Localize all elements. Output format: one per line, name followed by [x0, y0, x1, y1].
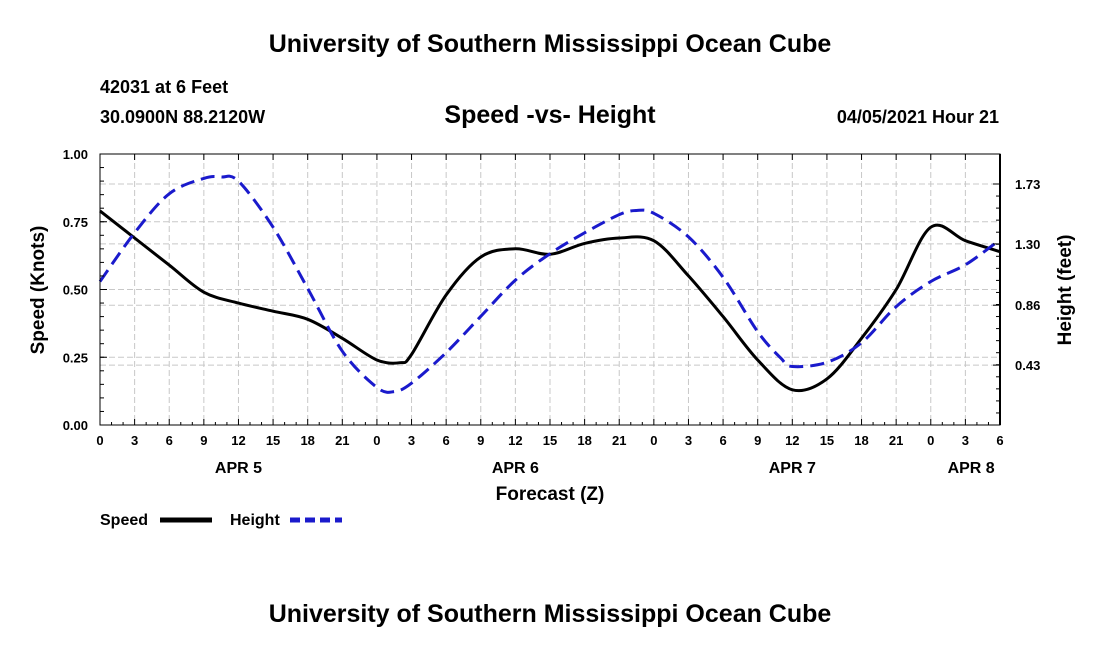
x-tick-label: 6: [166, 433, 173, 448]
x-tick-label: 9: [477, 433, 484, 448]
date-label: APR 8: [948, 460, 995, 477]
x-tick-label: 21: [335, 433, 349, 448]
y-tick-label: 0.75: [63, 215, 88, 230]
x-tick-label: 6: [443, 433, 450, 448]
x-axis-title: Forecast (Z): [496, 484, 605, 505]
x-tick-label: 3: [408, 433, 415, 448]
y2-tick-label: 1.30: [1015, 237, 1040, 252]
x-tick-label: 15: [820, 433, 834, 448]
x-tick-label: 3: [131, 433, 138, 448]
date-label: APR 7: [769, 460, 816, 477]
x-tick-label: 15: [266, 433, 280, 448]
x-tick-label: 0: [96, 433, 103, 448]
x-tick-label: 0: [927, 433, 934, 448]
x-tick-label: 21: [889, 433, 903, 448]
x-tick-label: 12: [231, 433, 245, 448]
y2-axis-title: Height (feet): [1055, 235, 1076, 346]
x-tick-label: 6: [996, 433, 1003, 448]
chart-title: Speed -vs- Height: [444, 101, 656, 129]
y-tick-label: 0.50: [63, 283, 88, 298]
x-tick-label: 9: [200, 433, 207, 448]
x-tick-label: 21: [612, 433, 626, 448]
x-tick-label: 0: [650, 433, 657, 448]
y2-tick-label: 0.43: [1015, 358, 1040, 373]
grid: [100, 154, 1000, 425]
series-line-speed: [99, 209, 1001, 393]
legend: Speed Height: [100, 512, 342, 529]
date-label: APR 5: [215, 460, 262, 477]
y-tick-label: 1.00: [63, 147, 88, 162]
y-tick-label: 0.00: [63, 418, 88, 433]
x-tick-label: 0: [373, 433, 380, 448]
axes: 0 3 6 9 12 15 18 21 0 3 6 9 12 15 18 21 0 3 6 9 12 15 18 21 0 3 6A…: [63, 147, 1041, 477]
legend-label-height: Height: [230, 512, 280, 529]
footer-title: University of Southern Mississippi Ocean…: [268, 600, 832, 628]
series-layer: [98, 174, 1001, 394]
x-tick-label: 3: [962, 433, 969, 448]
x-tick-label: 18: [577, 433, 591, 448]
y-axis-title: Speed (Knots): [28, 226, 49, 355]
date-label: APR 6: [492, 460, 539, 477]
page-title: University of Southern Mississippi Ocean…: [268, 30, 832, 58]
y-tick-label: 0.25: [63, 350, 88, 365]
x-tick-label: 12: [785, 433, 799, 448]
x-tick-label: 6: [719, 433, 726, 448]
x-tick-label: 18: [300, 433, 314, 448]
x-tick-label: 9: [754, 433, 761, 448]
datetime-label: 04/05/2021 Hour 21: [836, 107, 999, 127]
coordinates-label: 30.0900N 88.2120W: [100, 107, 266, 127]
x-tick-label: 18: [854, 433, 868, 448]
x-tick-label: 12: [508, 433, 522, 448]
station-label: 42031 at 6 Feet: [100, 77, 229, 97]
y2-tick-label: 0.86: [1015, 298, 1040, 313]
y2-tick-label: 1.73: [1015, 177, 1040, 192]
x-tick-label: 3: [685, 433, 692, 448]
legend-label-speed: Speed: [100, 512, 148, 529]
x-tick-label: 15: [543, 433, 557, 448]
series-line-height: [98, 174, 1001, 394]
